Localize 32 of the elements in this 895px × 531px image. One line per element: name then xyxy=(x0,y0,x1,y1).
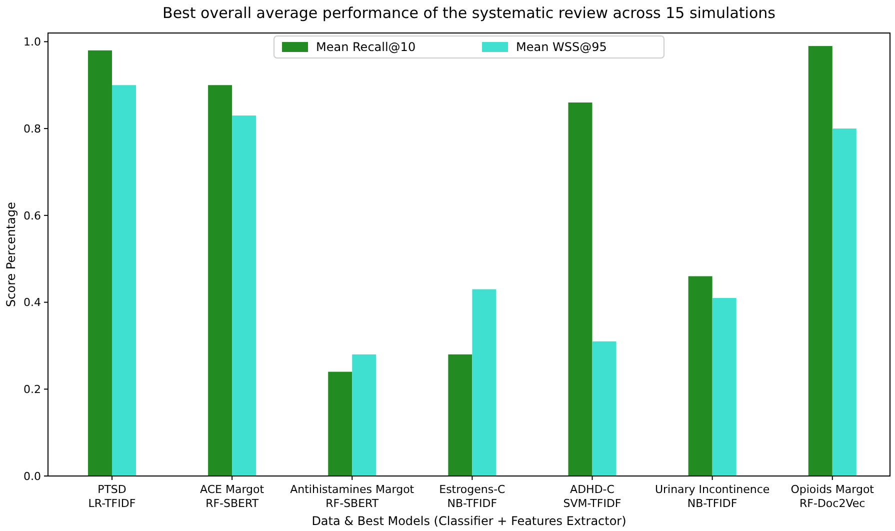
y-tick-label: 0.0 xyxy=(24,470,41,483)
x-tick-label: ACE Margot RF-SBERT xyxy=(200,483,265,510)
x-tick-label: PTSD LR-TFIDF xyxy=(88,483,136,510)
chart-title: Best overall average performance of the systematic review across 15 simulations xyxy=(162,4,776,22)
x-tick-label: ADHD-C SVM-TFIDF xyxy=(563,483,622,510)
x-tick-label: Urinary Incontinence NB-TFIDF xyxy=(654,483,770,510)
bar xyxy=(232,116,256,476)
bar xyxy=(208,85,232,476)
y-tick-label: 0.6 xyxy=(24,209,41,222)
bar xyxy=(328,372,352,476)
x-tick-label: Antihistamines Margot RF-SBERT xyxy=(290,483,415,510)
legend-label: Mean Recall@10 xyxy=(316,40,416,54)
y-tick-label: 0.2 xyxy=(24,382,41,396)
bar xyxy=(712,298,736,476)
bar xyxy=(808,46,832,476)
bar xyxy=(88,50,112,476)
bar xyxy=(832,128,856,476)
y-tick-label: 0.8 xyxy=(24,122,41,136)
legend-label: Mean WSS@95 xyxy=(516,40,607,54)
bar xyxy=(568,102,592,476)
bar xyxy=(592,341,616,476)
y-axis-title: Score Percentage xyxy=(4,202,18,307)
bar xyxy=(352,354,376,476)
x-tick-label: Estrogens-C NB-TFIDF xyxy=(439,483,506,510)
bar xyxy=(448,354,472,476)
bar xyxy=(688,276,712,476)
y-tick-label: 0.4 xyxy=(24,296,41,310)
y-tick-label: 1.0 xyxy=(24,36,41,49)
bar xyxy=(112,85,136,476)
x-axis-title: Data & Best Models (Classifier + Features Extractor) xyxy=(312,514,626,528)
bar xyxy=(472,289,496,476)
x-tick-label: Opioids Margot RF-Doc2Vec xyxy=(790,483,875,510)
